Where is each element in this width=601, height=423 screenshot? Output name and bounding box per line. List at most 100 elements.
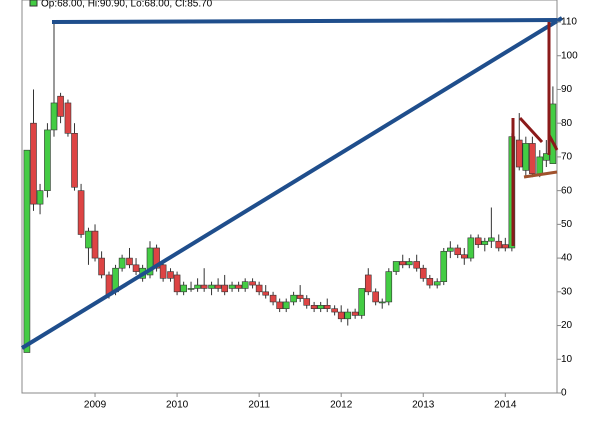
candle-body xyxy=(228,284,236,289)
candle-body xyxy=(351,311,359,316)
candle-body xyxy=(64,102,72,134)
x-tick-label: 2014 xyxy=(494,400,517,411)
trend-line xyxy=(518,116,544,144)
x-tick-label: 2009 xyxy=(84,400,107,411)
trend-line xyxy=(20,16,564,350)
candle-body xyxy=(372,291,379,303)
candle-body xyxy=(419,267,427,279)
candle-body xyxy=(194,284,201,289)
candle-body xyxy=(447,247,454,252)
candle-body xyxy=(454,247,462,256)
candle-body xyxy=(522,143,530,171)
trend-line xyxy=(51,18,558,24)
candle-body xyxy=(310,305,318,309)
candle-body xyxy=(159,264,167,279)
y-tick-label: 90 xyxy=(561,84,573,95)
y-tick-label: 60 xyxy=(561,185,573,196)
candle-body xyxy=(385,271,393,303)
candle-body xyxy=(440,251,448,283)
candle-body xyxy=(241,281,249,289)
trend-line xyxy=(547,134,559,151)
candle-body xyxy=(167,271,174,279)
y-tick-label: 20 xyxy=(561,320,573,331)
candle-body xyxy=(200,284,208,289)
candle-body xyxy=(426,278,434,286)
candle-body xyxy=(30,122,37,205)
candle-body xyxy=(303,298,311,306)
candle-body xyxy=(235,284,242,289)
y-tick-label: 40 xyxy=(561,253,573,264)
y-tick-label: 110 xyxy=(561,17,577,28)
candle-body xyxy=(296,294,304,299)
y-tick-label: 0 xyxy=(561,388,567,399)
x-tick-label: 2013 xyxy=(412,400,435,411)
candle-body xyxy=(406,261,413,266)
candle-body xyxy=(378,301,386,304)
candle-body xyxy=(153,247,160,269)
candle-body xyxy=(126,257,133,266)
candle-body xyxy=(515,139,523,168)
candle-body xyxy=(180,284,187,293)
ohlc-header: Op:68.00, Hi:90.90, Lo:68.00, Cl:85.70 xyxy=(41,0,213,10)
candle-body xyxy=(91,230,99,259)
candle-body xyxy=(488,237,495,242)
plot-frame xyxy=(21,0,558,394)
candle-body xyxy=(187,288,195,290)
candle-body xyxy=(413,261,420,269)
candle-body xyxy=(132,264,140,272)
candle-body xyxy=(460,254,468,259)
candle-body xyxy=(276,301,283,309)
candle-body xyxy=(529,143,536,175)
candle-body xyxy=(495,240,503,249)
candle-body xyxy=(173,274,181,293)
candle-body xyxy=(71,133,78,188)
y-tick-label: 70 xyxy=(561,152,573,163)
candle-body xyxy=(214,284,222,289)
candle-body xyxy=(77,190,85,235)
candle-body xyxy=(358,288,366,316)
candle-body xyxy=(98,257,105,276)
candle-body xyxy=(392,261,400,272)
trend-line xyxy=(523,170,558,179)
candle-body xyxy=(433,281,441,286)
candle-body xyxy=(481,240,489,245)
candle-body xyxy=(337,311,345,320)
candle-body xyxy=(221,284,228,293)
candle-body xyxy=(269,294,277,303)
candle-body xyxy=(249,281,256,286)
y-tick-label: 80 xyxy=(561,118,573,129)
candle-body xyxy=(399,261,407,266)
x-tick-label: 2012 xyxy=(330,400,353,411)
candle-body xyxy=(262,291,270,296)
candle-body xyxy=(118,257,126,269)
y-tick-label: 10 xyxy=(561,354,573,365)
y-tick-label: 50 xyxy=(561,219,573,230)
candle-body xyxy=(536,156,544,175)
candle-body xyxy=(502,244,509,249)
x-tick-label: 2010 xyxy=(166,400,189,411)
candle-body xyxy=(331,308,338,313)
candle-body xyxy=(543,153,550,161)
candle-body xyxy=(364,274,372,293)
candle-body xyxy=(290,294,297,303)
candle-body xyxy=(50,102,58,131)
candle-body xyxy=(282,301,290,309)
candle-body xyxy=(57,95,64,117)
candle-body xyxy=(323,305,331,309)
candle-body xyxy=(255,284,263,293)
header-icon xyxy=(29,0,38,7)
candle-body xyxy=(146,247,154,276)
candle-body xyxy=(23,149,31,353)
candle-body xyxy=(467,237,475,259)
candle-body xyxy=(344,311,352,320)
trend-lines xyxy=(20,16,564,350)
candle-body xyxy=(44,129,51,191)
y-tick-label: 30 xyxy=(561,286,573,297)
x-tick-label: 2011 xyxy=(248,400,270,411)
y-tick-label: 100 xyxy=(561,50,578,61)
candle-body xyxy=(208,284,215,289)
candle-body xyxy=(36,190,44,205)
candle-body xyxy=(85,230,92,249)
candle-body xyxy=(474,237,482,245)
